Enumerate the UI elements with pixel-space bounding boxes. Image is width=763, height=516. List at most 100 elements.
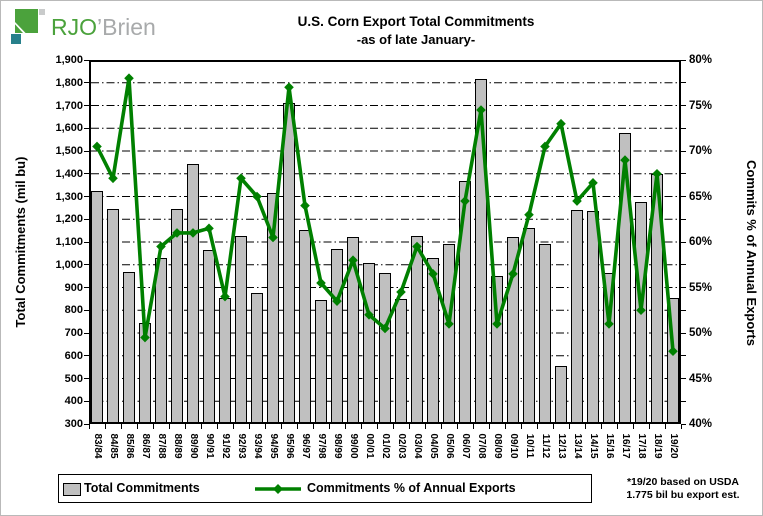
left-axis-tick-label: 1,700 [55, 99, 83, 112]
left-axis-tick [84, 355, 89, 357]
left-axis-tick [84, 105, 89, 106]
x-axis-tick-label: 09/10 [508, 433, 519, 459]
chart-title-line1: U.S. Corn Export Total Commitments [297, 14, 535, 29]
x-axis-tick-label: 18/19 [652, 433, 663, 459]
left-axis-tick-label: 1,200 [55, 213, 83, 226]
bar-total-commitments [347, 237, 359, 424]
x-axis-tick [329, 424, 330, 429]
x-axis-tick [361, 424, 362, 429]
left-axis-tick [84, 150, 89, 152]
left-axis-tick [84, 218, 89, 220]
left-axis-tick [84, 196, 89, 197]
x-axis-tick [137, 424, 138, 429]
bar-total-commitments [123, 271, 135, 424]
left-axis-tick-label: 900 [64, 281, 83, 294]
x-axis-tick-label: 86/87 [140, 433, 151, 459]
x-axis-tick-label: 97/98 [316, 433, 327, 459]
x-axis-tick [297, 424, 298, 429]
left-axis-tick [84, 423, 89, 425]
right-axis-tick [681, 400, 686, 402]
x-axis-tick [425, 424, 426, 429]
bar-total-commitments [155, 257, 167, 424]
right-axis-tick-label: 40% [689, 418, 713, 430]
x-axis-tick-label: 14/15 [588, 433, 599, 459]
bar-series-layer [89, 60, 681, 425]
x-axis-tick-label: 17/18 [636, 433, 647, 459]
left-axis-tick [84, 378, 89, 379]
left-axis-tick [84, 241, 89, 243]
bar-total-commitments [363, 262, 375, 424]
left-axis-tick [84, 127, 89, 129]
logo-green-square [15, 9, 38, 33]
bar-total-commitments [507, 237, 519, 424]
x-axis-tick-label: 08/09 [492, 433, 503, 459]
x-axis-tick [601, 424, 602, 429]
right-axis-tick [681, 59, 686, 61]
x-axis-tick-label: 87/88 [156, 433, 167, 459]
bar-total-commitments [475, 79, 487, 424]
x-axis-tick-label: 19/20 [668, 433, 679, 459]
bar-total-commitments [395, 298, 407, 424]
legend-line-marker-sample [255, 484, 301, 494]
bar-total-commitments [491, 276, 503, 424]
x-axis-tick [665, 424, 666, 429]
x-axis-tick-label: 95/96 [284, 433, 295, 459]
right-axis-tick [681, 127, 686, 129]
x-axis-tick [249, 424, 250, 429]
right-axis-tick-label: 55% [689, 281, 713, 294]
left-axis-tick [84, 82, 89, 84]
left-axis-tick [84, 287, 89, 288]
bar-total-commitments [443, 244, 455, 424]
x-axis-tick [569, 424, 570, 429]
bar-total-commitments [171, 209, 183, 424]
bar-total-commitments [267, 193, 279, 424]
x-axis-tick [217, 424, 218, 429]
legend: Total Commitments Commitments % of Annua… [58, 474, 592, 503]
x-axis-tick [313, 424, 314, 429]
x-axis-tick-label: 90/91 [204, 433, 215, 459]
legend-bar-swatch [63, 483, 81, 496]
right-axis-tick-label: 50% [689, 327, 713, 339]
bar-total-commitments [619, 132, 631, 424]
x-axis-tick-label: 11/12 [540, 433, 551, 459]
x-axis-tick-label: 89/90 [188, 433, 199, 459]
x-axis-tick-label: 83/84 [92, 433, 103, 459]
bar-total-commitments [283, 103, 295, 424]
x-axis-tick [457, 424, 458, 429]
x-axis-tick-label: 88/89 [172, 433, 183, 459]
right-axis-tick-label: 75% [689, 99, 713, 112]
x-axis-tick [89, 424, 90, 429]
x-axis-tick [649, 424, 650, 429]
bar-total-commitments [587, 211, 599, 424]
x-axis-tick-label: 93/94 [252, 433, 263, 459]
x-axis-tick [185, 424, 186, 429]
right-axis-title: Commits % of Annual Exports [744, 160, 759, 346]
left-axis-tick-label: 1,000 [55, 258, 83, 271]
x-axis-tick-label: 99/00 [348, 433, 359, 459]
x-axis-tick-label: 10/11 [524, 433, 535, 459]
right-axis-tick-label: 70% [689, 145, 713, 157]
bar-total-commitments [331, 248, 343, 424]
x-axis-tick-label: 13/14 [572, 433, 583, 459]
left-axis-tick-label: 1,400 [55, 167, 83, 180]
rjo-brien-logo-icon [11, 9, 45, 44]
bar-total-commitments [107, 209, 119, 424]
bar-total-commitments [667, 297, 679, 424]
left-axis-tick [84, 309, 89, 311]
bar-total-commitments [251, 293, 263, 424]
x-axis-tick [265, 424, 266, 429]
right-axis-tick [681, 309, 686, 311]
x-axis-tick-label: 07/08 [476, 433, 487, 459]
left-axis-tick [84, 400, 89, 402]
bar-total-commitments [299, 229, 311, 424]
right-axis-tick [681, 173, 686, 175]
right-axis-tick [681, 218, 686, 220]
left-axis-tick-label: 1,600 [55, 122, 83, 135]
bar-total-commitments [187, 163, 199, 424]
x-axis-tick-label: 05/06 [444, 433, 455, 459]
x-axis-tick [521, 424, 522, 429]
left-axis-tick [84, 332, 89, 334]
x-axis-tick [377, 424, 378, 429]
x-axis-tick [681, 424, 682, 429]
